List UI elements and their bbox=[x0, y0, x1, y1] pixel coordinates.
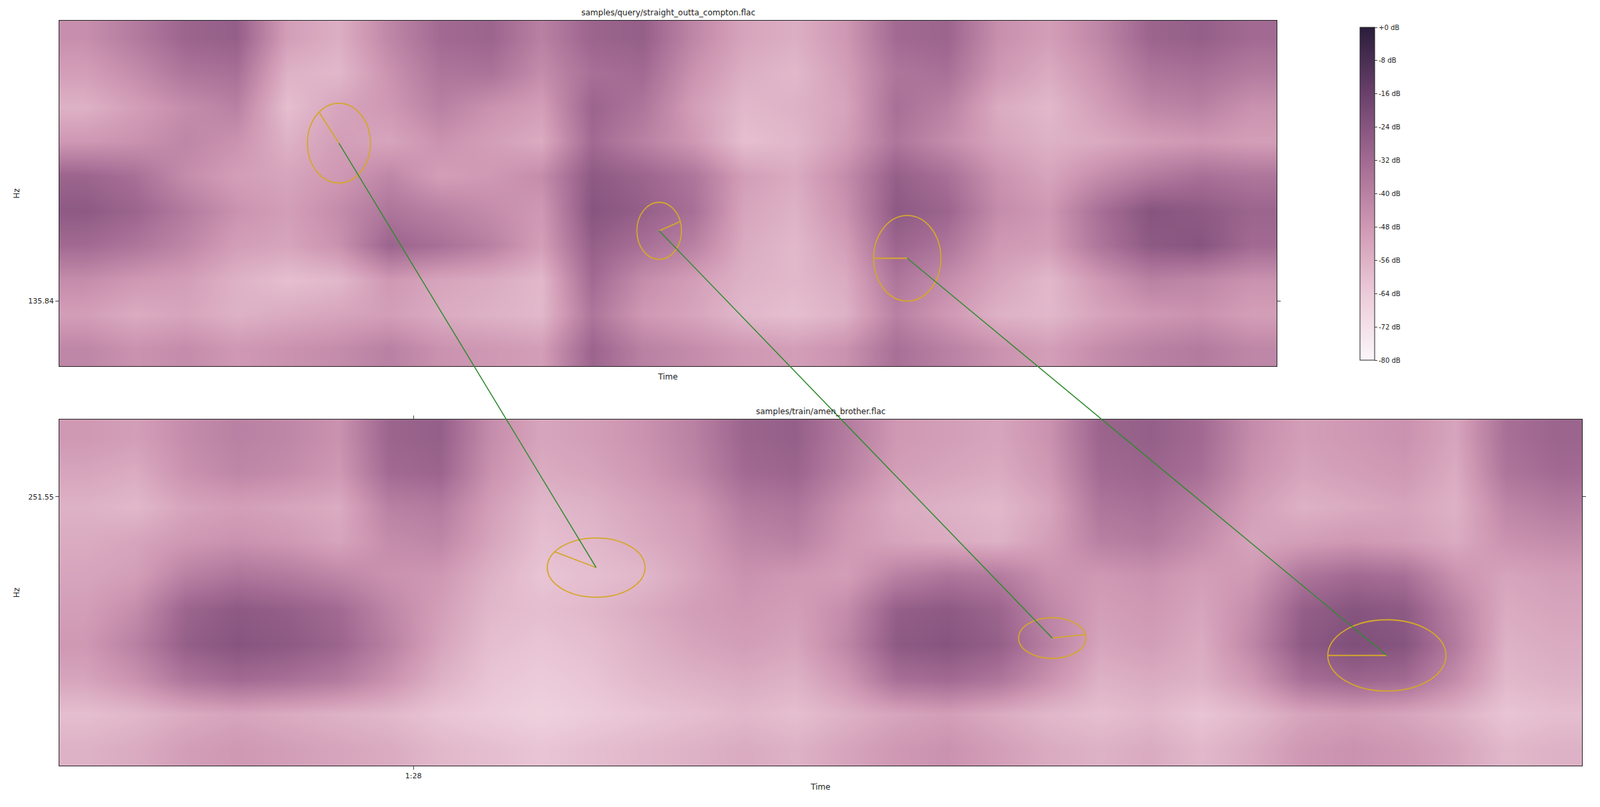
svg-text:-72 dB: -72 dB bbox=[1378, 323, 1401, 331]
svg-text:251.55: 251.55 bbox=[28, 492, 54, 502]
svg-text:135.84: 135.84 bbox=[28, 296, 54, 306]
svg-text:-16 dB: -16 dB bbox=[1378, 90, 1401, 98]
svg-text:-40 dB: -40 dB bbox=[1378, 190, 1401, 198]
svg-text:samples/query/straight_outta_c: samples/query/straight_outta_compton.fla… bbox=[581, 8, 756, 18]
svg-text:Hz: Hz bbox=[12, 188, 22, 198]
svg-text:-32 dB: -32 dB bbox=[1378, 156, 1401, 164]
svg-text:-56 dB: -56 dB bbox=[1378, 256, 1401, 264]
svg-text:1:28: 1:28 bbox=[405, 771, 422, 780]
svg-text:Hz: Hz bbox=[12, 587, 22, 598]
svg-text:Time: Time bbox=[657, 372, 678, 382]
svg-text:-48 dB: -48 dB bbox=[1378, 223, 1401, 231]
svg-text:samples/train/amen_brother.fla: samples/train/amen_brother.flac bbox=[756, 406, 886, 416]
svg-text:-8 dB: -8 dB bbox=[1378, 56, 1396, 64]
svg-text:-64 dB: -64 dB bbox=[1378, 290, 1401, 298]
svg-text:-80 dB: -80 dB bbox=[1378, 356, 1401, 364]
svg-text:-24 dB: -24 dB bbox=[1378, 123, 1401, 131]
svg-text:+0 dB: +0 dB bbox=[1378, 24, 1400, 32]
svg-text:Time: Time bbox=[810, 782, 830, 792]
